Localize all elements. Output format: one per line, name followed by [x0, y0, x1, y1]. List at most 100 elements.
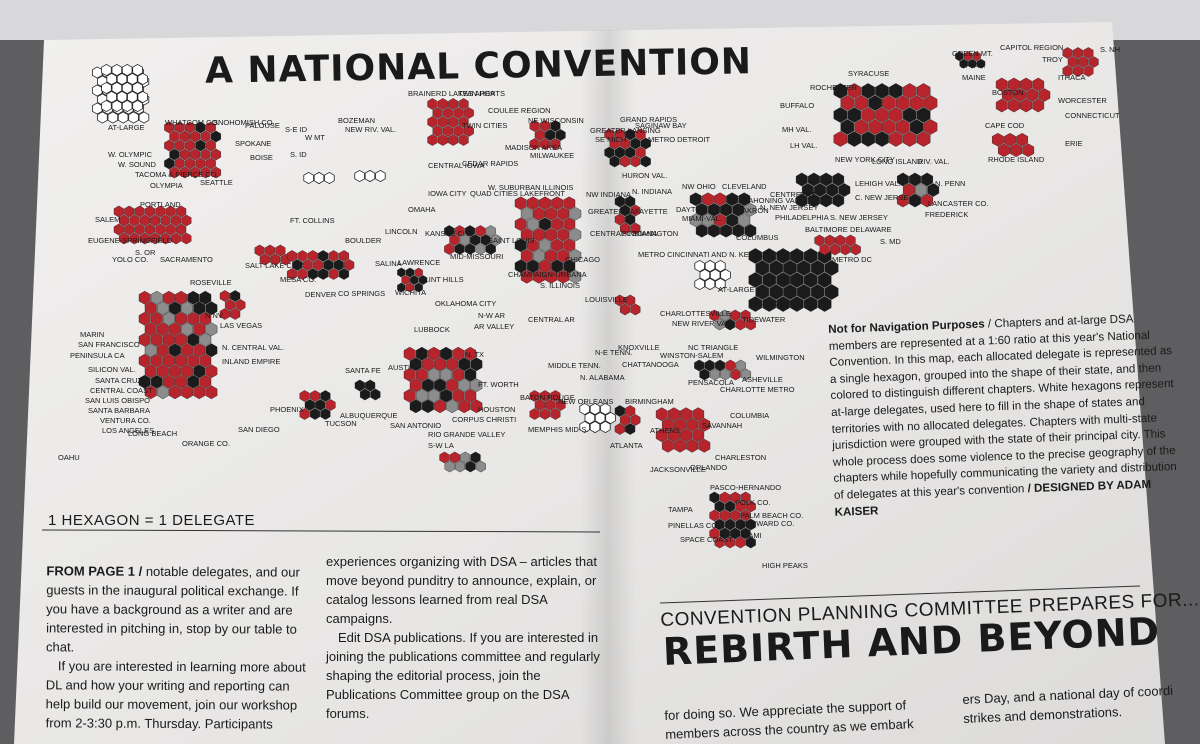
delegate-hexagon [604, 128, 615, 141]
delegate-hexagon [428, 346, 440, 361]
delegate-hexagon [563, 259, 576, 274]
delegate-hexagon [157, 322, 169, 337]
delegate-hexagon [193, 322, 206, 337]
delegate-hexagon [714, 192, 726, 207]
map-label: COLUMBUS [736, 233, 779, 242]
delegate-hexagon [354, 379, 365, 392]
delegate-hexagon [625, 405, 636, 417]
map-label: N. PENN [935, 179, 965, 188]
delegate-hexagon [814, 234, 825, 247]
map-label: CENTRAL COAST [90, 386, 153, 395]
delegate-hexagon [415, 388, 428, 403]
delegate-hexagon [835, 234, 846, 247]
delegate-hexagon [160, 214, 171, 227]
delegate-hexagon [409, 378, 422, 393]
delegate-hexagon [709, 509, 720, 522]
map-label: N. ALABAMA [580, 373, 625, 382]
delegate-hexagon [370, 388, 381, 401]
delegate-hexagon [163, 332, 175, 347]
delegate-hexagon [714, 536, 725, 549]
delegate-hexagon [169, 130, 180, 143]
delegate-hexagon [299, 408, 310, 420]
delegate-hexagon [452, 388, 465, 403]
delegate-hexagon [714, 318, 725, 331]
map-label: SACRAMENTO [160, 255, 213, 264]
delegate-hexagon [422, 357, 434, 372]
delegate-hexagon [534, 129, 545, 141]
delegate-hexagon [470, 399, 483, 414]
paragraph: If you are interested in learning more a… [46, 656, 308, 733]
delegate-hexagon [111, 99, 123, 113]
delegate-hexagon [854, 95, 868, 111]
delegate-hexagon [702, 213, 714, 228]
delegate-hexagon [193, 343, 206, 358]
delegate-hexagon [614, 294, 625, 307]
map-label: OMAHA [408, 205, 436, 214]
delegate-hexagon [458, 399, 471, 414]
delegate-hexagon [916, 107, 931, 123]
delegate-hexagon [165, 223, 176, 236]
delegate-hexagon [790, 296, 804, 312]
delegate-hexagon [635, 146, 646, 159]
delegate-hexagon [287, 268, 298, 280]
delegate-hexagon [514, 259, 527, 274]
delegate-hexagon [769, 260, 783, 276]
map-label: MADISON AREA [505, 143, 562, 152]
map-label: BOSTON [992, 88, 1024, 97]
map-label: PENSACOLA [688, 378, 734, 387]
map-label: METRO DC [832, 255, 873, 264]
paragraph: Edit DSA publications. If you are intere… [326, 630, 600, 721]
map-label: FLINT HILLS [420, 275, 464, 284]
delegate-hexagon [730, 491, 741, 504]
delegate-hexagon [219, 308, 230, 320]
delegate-hexagon [698, 417, 711, 432]
delegate-hexagon [909, 172, 921, 187]
delegate-hexagon [614, 405, 625, 417]
delegate-hexagon [320, 408, 331, 420]
delegate-hexagon [318, 250, 329, 262]
delegate-hexagon [195, 121, 206, 134]
delegate-hexagon [889, 131, 903, 147]
delegate-hexagon [303, 171, 314, 185]
map-label: SANTA CRUZ [95, 376, 142, 385]
delegate-hexagon [1008, 77, 1020, 92]
delegate-hexagon [740, 527, 751, 540]
delegate-hexagon [176, 223, 187, 236]
delegate-hexagon [520, 227, 533, 242]
delegate-hexagon [275, 244, 286, 257]
delegate-hexagon [464, 367, 477, 382]
delegate-hexagon [179, 166, 190, 179]
delegate-hexagon [555, 129, 566, 141]
delegate-hexagon [680, 428, 692, 443]
delegate-hexagon [824, 234, 835, 247]
delegate-hexagon [174, 121, 185, 134]
delegate-hexagon [795, 172, 808, 187]
map-label: KNOXVILLE [618, 343, 660, 352]
delegate-hexagon [896, 95, 910, 111]
delegate-hexagon [138, 353, 151, 368]
map-label: SAN ANTONIO [390, 421, 441, 430]
map-label: NEW ORLEANS [558, 397, 613, 406]
delegate-hexagon [625, 294, 636, 307]
map-label: SE MICH [595, 135, 626, 144]
map-label: CLEVELAND [722, 182, 767, 191]
delegate-hexagon [680, 407, 692, 422]
delegate-hexagon [360, 388, 370, 401]
map-label: CENTRAL AR [528, 315, 575, 324]
delegate-hexagon [694, 259, 705, 273]
delegate-hexagon [745, 536, 756, 549]
delegate-hexagon [630, 155, 641, 168]
delegate-hexagon [230, 290, 241, 302]
delegate-hexagon [730, 509, 741, 522]
map-label: ORLANDO [690, 463, 727, 472]
delegate-hexagon [164, 157, 175, 170]
delegate-hexagon [181, 364, 193, 379]
delegate-hexagon [193, 364, 206, 379]
map-label: LOS ANGELES [102, 426, 154, 435]
map-label: CHARLOTTESVILLE [660, 309, 731, 318]
map-label: LEHIGH VAL. [855, 179, 901, 188]
delegate-hexagon [896, 119, 910, 135]
map-label: PASCO-HERNANDO [710, 483, 781, 492]
map-label: ROSEVILLE [190, 278, 232, 287]
delegate-hexagon [694, 359, 705, 372]
